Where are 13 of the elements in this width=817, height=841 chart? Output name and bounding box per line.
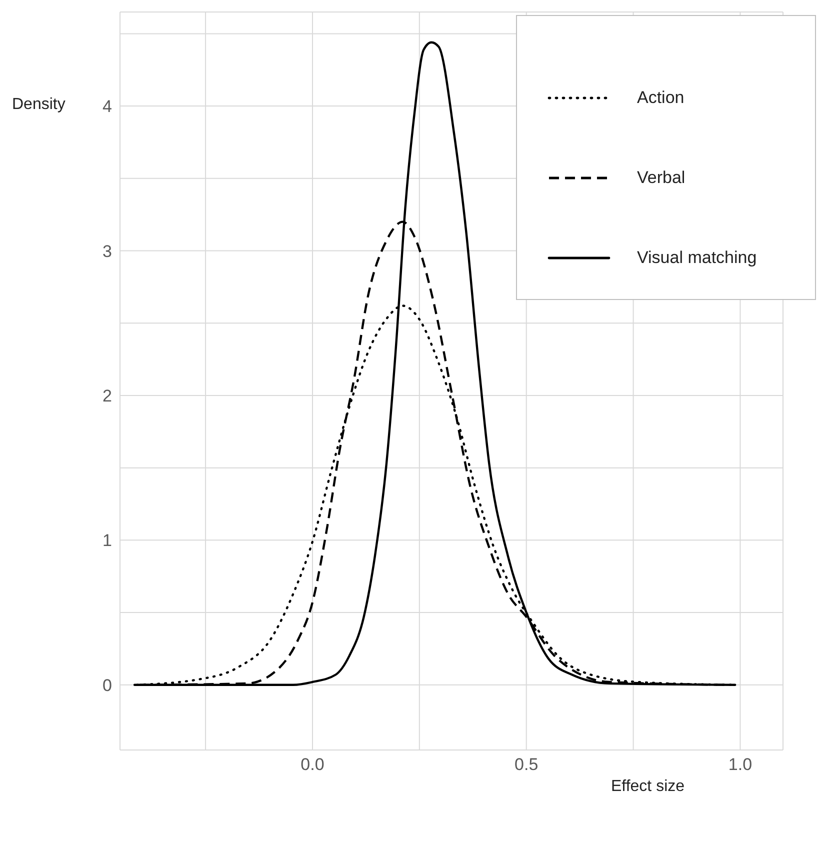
legend-label: Verbal [637, 168, 686, 188]
y-tick-label: 1 [102, 531, 112, 550]
y-tick-label: 2 [102, 386, 112, 406]
x-axis-title: Effect size [611, 778, 685, 796]
legend-label: Visual matching [637, 248, 757, 268]
y-axis-title: Density [12, 96, 66, 114]
legend-label: Action [637, 88, 684, 108]
y-tick-label: 3 [102, 242, 112, 261]
x-tick-label: 0.0 [300, 755, 324, 774]
x-tick-label: 1.0 [728, 755, 752, 774]
y-tick-label: 4 [102, 97, 112, 116]
x-tick-label: 0.5 [514, 755, 538, 774]
y-tick-label: 0 [102, 676, 112, 695]
